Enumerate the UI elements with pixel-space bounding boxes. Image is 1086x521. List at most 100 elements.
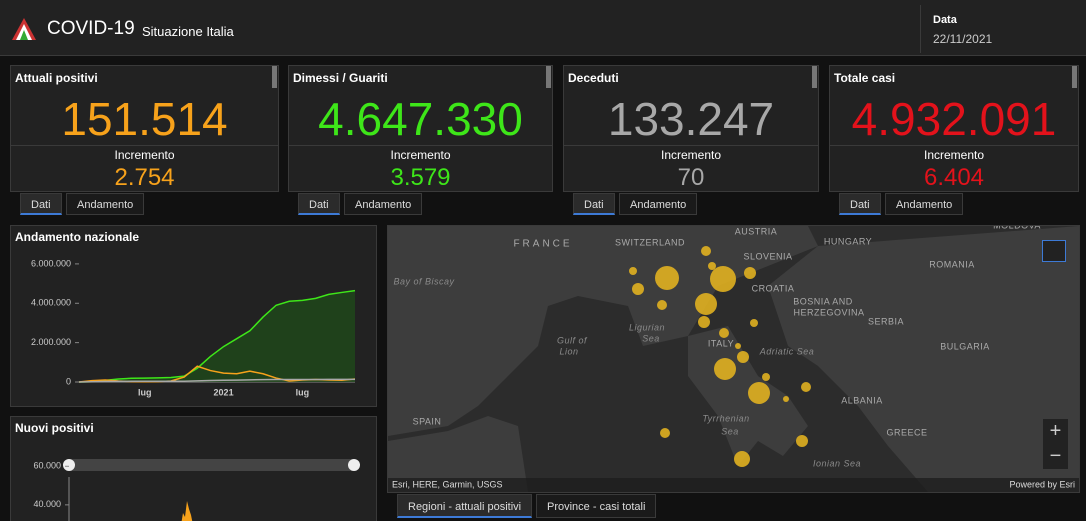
map-label: CROATIA — [752, 283, 795, 293]
scrollbar — [1072, 66, 1077, 88]
divider — [920, 5, 921, 53]
area — [79, 290, 355, 382]
date-label: Data — [933, 14, 957, 26]
increment-value: 6.404 — [923, 164, 985, 191]
map-label: Lion — [559, 346, 578, 356]
card-value: 4.647.330 — [318, 93, 523, 145]
bubbles — [629, 246, 811, 467]
stat-card: Dimessi / Guariti 4.647.330 Incremento 3.57… — [288, 65, 553, 192]
y-tick-label: 60.000 — [33, 461, 61, 471]
card-divider — [289, 145, 552, 146]
y-tick-label: 2.000.000 — [31, 337, 71, 347]
logo — [12, 18, 36, 40]
range-slider — [69, 459, 355, 471]
card-divider — [830, 145, 1078, 146]
stat-card: Totale casi 4.932.091 Incremento 6.404 — [829, 65, 1079, 192]
y-tick-label: 40.000 — [33, 499, 61, 509]
line — [78, 289, 356, 383]
y-tick-label: 6.000.000 — [31, 258, 71, 268]
tab[interactable]: Dati — [298, 193, 340, 215]
map-label: Tyrrhenian — [702, 413, 749, 423]
y-tick-label: 0 — [66, 376, 71, 386]
header: COVID-19 Situazione Italia Data 22/11/20… — [0, 0, 1086, 56]
chart-panel: Andamento nazionale 0 2.000.000 4.000.000 6.… — [10, 225, 377, 407]
attribution-bar — [388, 478, 1079, 492]
map-label: HUNGARY — [824, 236, 872, 246]
map-tab[interactable]: Regioni - attuali positivi — [397, 494, 533, 518]
map-label: Sea — [642, 333, 660, 343]
scrollbar — [812, 66, 817, 88]
chart-title: Andamento nazionale — [15, 230, 139, 244]
increment-label: Incremento — [660, 148, 722, 162]
layer-list-button[interactable] — [1042, 240, 1066, 262]
stat-card: Deceduti 133.247 Incremento 70 — [563, 65, 819, 192]
map-label: BOSNIA AND — [793, 296, 853, 306]
chart: Andamento nazionale 0 2.000.000 4.000.000 6.… — [15, 230, 356, 397]
increment-value: 3.579 — [390, 164, 451, 191]
map-label: ALBANIA — [841, 395, 883, 405]
map-label: Ionian Sea — [813, 458, 861, 468]
subtitle: Situazione Italia — [142, 24, 234, 39]
x-tick-label: lug — [138, 387, 152, 397]
map-label: ITALY — [708, 338, 734, 348]
chart-panel: Nuovi positivi 40.000 60.000 — [10, 416, 377, 521]
powered-by: Powered by Esri — [1009, 479, 1075, 489]
map-label: Adriatic Sea — [759, 346, 815, 356]
chart: Nuovi positivi 40.000 60.000 — [15, 421, 360, 521]
card-title: Totale casi — [834, 71, 896, 85]
map-label: HERZEGOVINA — [793, 307, 864, 317]
increment-label: Incremento — [390, 148, 451, 162]
land — [388, 416, 528, 492]
land — [768, 226, 1079, 492]
map-label: Bay of Biscay — [393, 276, 454, 286]
map-label: ROMANIA — [929, 259, 975, 269]
map-label: Sea — [721, 426, 739, 436]
line — [78, 378, 356, 383]
map-canvas: FRANCE SWITZERLAND AUSTRIA SLOVENIA HUNGARY R… — [388, 220, 1079, 492]
attribution: Esri, HERE, Garmin, USGS — [392, 479, 503, 489]
increment-label: Incremento — [114, 148, 175, 162]
tab[interactable]: Andamento — [885, 193, 964, 215]
increment-label: Incremento — [923, 148, 985, 162]
bars-glimpse — [181, 501, 193, 521]
y-tick-label: 4.000.000 — [31, 298, 71, 308]
map-label: Ligurian — [629, 322, 665, 332]
map-label: SPAIN — [413, 416, 442, 426]
map: FRANCE SWITZERLAND AUSTRIA SLOVENIA HUNGARY R… — [387, 220, 1080, 493]
date: 22/11/2021 — [933, 32, 993, 46]
card-title: Deceduti — [568, 71, 619, 85]
increment-value: 2.754 — [114, 164, 175, 191]
map-label: Gulf of — [557, 335, 588, 345]
tab[interactable]: Dati — [839, 193, 881, 215]
scrollbar — [546, 66, 551, 88]
map-label: GREECE — [886, 427, 927, 437]
card-title: Dimessi / Guariti — [293, 71, 388, 85]
chart-title: Nuovi positivi — [15, 421, 94, 435]
scrollbar — [272, 66, 277, 88]
slider-handle — [348, 459, 360, 471]
card-value: 151.514 — [61, 93, 228, 145]
tab[interactable]: Andamento — [344, 193, 423, 215]
map-label: BULGARIA — [940, 341, 990, 351]
card-divider — [11, 145, 278, 146]
increment-value: 70 — [677, 164, 705, 191]
title: COVID-19 — [47, 18, 135, 39]
stat-card: Attuali positivi 151.514 Incremento 2.754 — [10, 65, 279, 192]
zoom-controls[interactable]: + − — [1043, 419, 1068, 469]
tab[interactable]: Dati — [573, 193, 615, 215]
x-tick-label: 2021 — [214, 387, 234, 397]
x-tick-label: lug — [296, 387, 310, 397]
slider-handle — [63, 459, 75, 471]
card-value: 4.932.091 — [851, 93, 1057, 145]
tab[interactable]: Andamento — [66, 193, 145, 215]
tab[interactable]: Andamento — [619, 193, 698, 215]
map-label: SLOVENIA — [743, 251, 792, 261]
map-label: MOLDOVA — [993, 226, 1041, 230]
card-value: 133.247 — [607, 93, 775, 145]
map-tab[interactable]: Province - casi totali — [536, 494, 657, 518]
card-divider — [564, 145, 818, 146]
tab[interactable]: Dati — [20, 193, 62, 215]
map-label: SERBIA — [868, 316, 904, 326]
map-label: SWITZERLAND — [615, 237, 685, 247]
